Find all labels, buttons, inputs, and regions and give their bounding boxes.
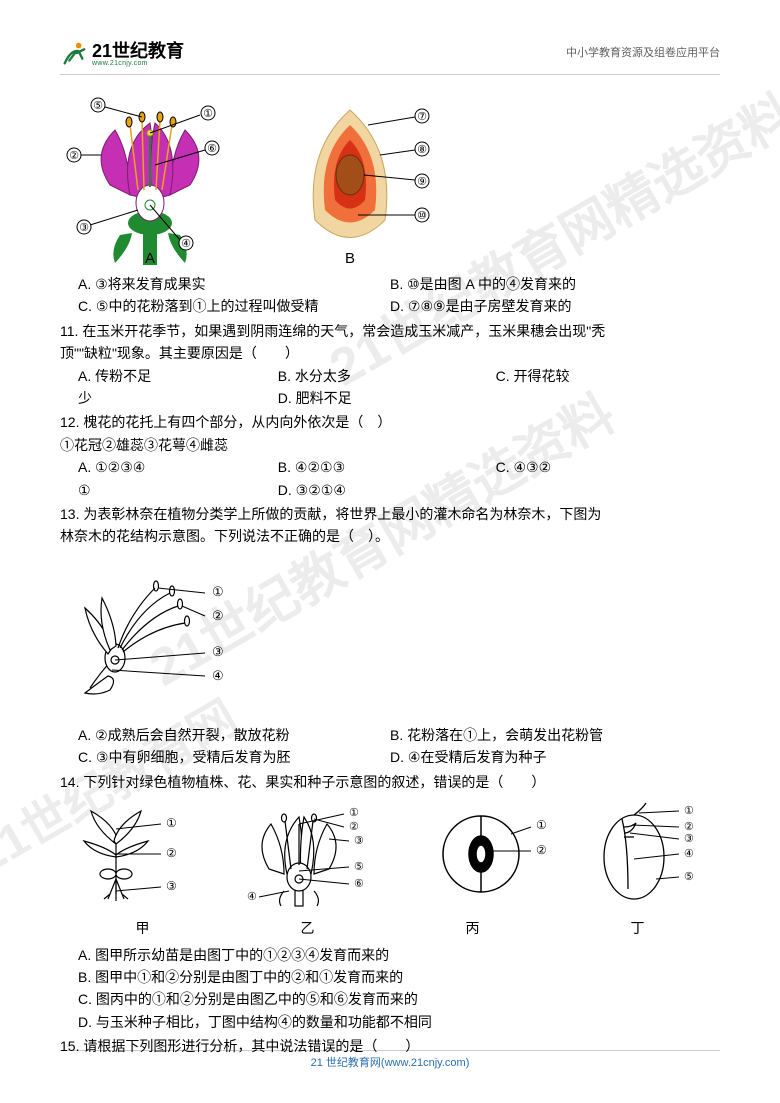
q11-opt-c: C. 开得花较 <box>496 365 714 387</box>
q14-fig-jia: ① ② ③ <box>66 799 196 909</box>
svg-text:①: ① <box>349 807 359 819</box>
q12-options: A. ①②③④ B. ④②①③ C. ④③② ① D. ③②①④ <box>60 456 720 501</box>
q10-figure-row: ① ② ③ ④ ⑤ ⑥ A ⑦ ⑧ ⑨ ⑩ B <box>60 95 720 265</box>
q13-opt-d: D. ④在受精后发育为种子 <box>390 746 720 768</box>
q10-opt-a: A. ③将来发育成果实 <box>60 273 390 295</box>
q13-figure: ① ② ③ ④ <box>60 558 260 708</box>
q11-text: 11. 在玉米开花季节，如果遇到阴雨连绵的天气，常会造成玉米减产，玉米果穗会出现… <box>60 320 720 342</box>
svg-text:⑦: ⑦ <box>417 111 427 123</box>
q12-opt-c2: ① <box>60 479 278 501</box>
svg-text:⑧: ⑧ <box>417 144 427 156</box>
q14-captions: 甲 乙 丙 丁 <box>60 917 720 939</box>
svg-text:④: ④ <box>684 848 694 860</box>
svg-text:②: ② <box>684 821 694 833</box>
cap-jia: 甲 <box>136 917 150 939</box>
fig-a-label: A <box>145 250 155 265</box>
q10-opt-b: B. ⑩是由图 A 中的④发育来的 <box>390 273 720 295</box>
svg-text:④: ④ <box>247 891 257 903</box>
q11-opt-b: B. 水分太多 <box>278 365 496 387</box>
q12-sub: ①花冠②雄蕊③花萼④雌蕊 <box>60 434 720 456</box>
q12-text: 12. 槐花的花托上有四个部分，从内向外依次是（ ） <box>60 411 720 433</box>
logo-runner-icon <box>60 40 88 68</box>
q14-opt-d: D. 与玉米种子相比，丁图中结构④的数量和功能都不相同 <box>60 1011 720 1033</box>
q11-options: A. 传粉不足 B. 水分太多 C. 开得花较 少 D. 肥料不足 <box>60 365 720 410</box>
svg-text:②: ② <box>212 608 224 623</box>
svg-text:③: ③ <box>354 835 364 847</box>
svg-text:④: ④ <box>181 238 191 250</box>
svg-text:③: ③ <box>212 644 224 659</box>
q13-text2: 林奈木的花结构示意图。下列说法不正确的是（ ）。 <box>60 525 720 547</box>
q12-opt-d: D. ③②①④ <box>278 479 496 501</box>
q13-options: A. ②成熟后会自然开裂，散放花粉 B. 花粉落在①上，会萌发出花粉管 C. ③… <box>60 724 720 769</box>
svg-text:③: ③ <box>166 879 177 893</box>
svg-text:②: ② <box>69 150 79 162</box>
svg-text:①: ① <box>203 108 213 120</box>
q13-opt-c: C. ③中有卵细胞，受精后发育为胚 <box>60 746 390 768</box>
svg-text:③: ③ <box>684 833 694 845</box>
svg-text:⑤: ⑤ <box>354 861 364 873</box>
q11-opt-d: D. 肥料不足 <box>278 387 496 409</box>
q14-fig-bing: ① ② <box>421 799 551 909</box>
svg-text:⑨: ⑨ <box>417 176 427 188</box>
q14-opt-c: C. 图丙中的①和②分别是由图乙中的⑤和⑥发育而来的 <box>60 988 720 1010</box>
svg-text:⑥: ⑥ <box>354 878 364 890</box>
svg-text:①: ① <box>536 818 547 832</box>
header-right-text: 中小学教育资源及组卷应用平台 <box>566 45 720 63</box>
svg-text:②: ② <box>166 846 177 860</box>
cap-bing: 丙 <box>466 917 480 939</box>
q13-opt-a: A. ②成熟后会自然开裂，散放花粉 <box>60 724 390 746</box>
q14-opt-a: A. 图甲所示幼苗是由图丁中的①②③④发育而来的 <box>60 944 720 966</box>
q14-text: 14. 下列针对绿色植物植株、花、果实和种子示意图的叙述，错误的是（ ） <box>60 771 720 793</box>
q12-opt-c: C. ④③② <box>496 456 714 478</box>
q14-figures: ① ② ③ ① ② ③ ④ ⑤ ⑥ <box>60 799 720 909</box>
svg-text:①: ① <box>684 805 694 817</box>
svg-text:⑤: ⑤ <box>684 871 694 883</box>
svg-text:⑥: ⑥ <box>207 143 217 155</box>
logo: 21世纪教育 www.21cnjy.com <box>60 40 184 68</box>
q10-opt-c: C. ⑤中的花粉落到①上的过程叫做受精 <box>60 295 390 317</box>
logo-url: www.21cnjy.com <box>92 60 184 67</box>
svg-text:①: ① <box>212 584 224 599</box>
q11-text2: 顶""缺粒"现象。其主要原因是（ ） <box>60 342 720 364</box>
q11-opt-c2: 少 <box>60 387 278 409</box>
page-header: 21世纪教育 www.21cnjy.com 中小学教育资源及组卷应用平台 <box>60 40 720 75</box>
q14-fig-yi: ① ② ③ ④ ⑤ ⑥ <box>229 799 389 909</box>
svg-text:④: ④ <box>212 668 224 683</box>
svg-text:②: ② <box>536 843 547 857</box>
q10-opt-d: D. ⑦⑧⑨是由子房壁发育来的 <box>390 295 720 317</box>
q14-opt-b: B. 图甲中①和②分别是由图丁中的②和①发育而来的 <box>60 966 720 988</box>
svg-text:⑩: ⑩ <box>417 210 427 222</box>
logo-text: 21世纪教育 <box>92 42 184 60</box>
q10-figure-a-flower: ① ② ③ ④ ⑤ ⑥ A <box>60 95 240 265</box>
svg-text:②: ② <box>349 821 359 833</box>
fig-b-label: B <box>345 250 355 265</box>
q10-options: A. ③将来发育成果实 B. ⑩是由图 A 中的④发育来的 C. ⑤中的花粉落到… <box>60 273 720 318</box>
cap-yi: 乙 <box>301 917 315 939</box>
q11-opt-a: A. 传粉不足 <box>60 365 278 387</box>
q12-opt-b: B. ④②①③ <box>278 456 496 478</box>
q10-figure-b-fruit: ⑦ ⑧ ⑨ ⑩ B <box>280 95 450 265</box>
cap-ding: 丁 <box>631 917 645 939</box>
svg-text:③: ③ <box>79 222 89 234</box>
q13-text1: 13. 为表彰林奈在植物分类学上所做的贡献，将世界上最小的灌木命名为林奈木，下图… <box>60 503 720 525</box>
svg-text:①: ① <box>166 816 177 830</box>
q12-opt-a: A. ①②③④ <box>60 456 278 478</box>
q13-opt-b: B. 花粉落在①上，会萌发出花粉管 <box>390 724 720 746</box>
q15-text: 15. 请根据下列图形进行分析，其中说法错误的是（ ） <box>60 1035 720 1057</box>
q14-fig-ding: ① ② ③ ④ ⑤ <box>584 799 714 909</box>
svg-text:⑤: ⑤ <box>93 100 103 112</box>
